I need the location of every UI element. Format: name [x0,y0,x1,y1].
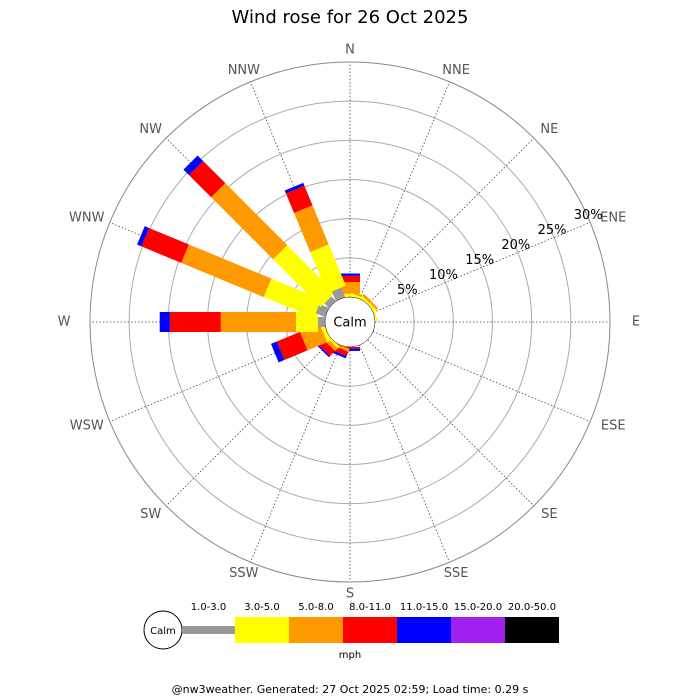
wind-bar-segment [317,317,326,327]
direction-label: NW [139,122,162,137]
legend-swatch [451,617,505,643]
wind-bar-segment [340,282,360,294]
direction-label: NNW [228,63,260,78]
spoke [372,331,591,422]
direction-label: ENE [600,210,626,225]
calm-circle [324,296,376,348]
direction-label: NNE [442,63,470,78]
grid-ring [128,100,572,544]
legend-swatch [235,617,289,643]
wind-bar-segment [340,293,360,297]
direction-label: SE [541,507,557,522]
direction-label: WNW [69,210,105,225]
wind-bar-segment [183,155,204,176]
legend-calm-label: Calm [150,626,176,637]
wind-bar-segment [340,275,360,283]
wind-bar-segment [294,205,329,253]
direction-label: SSW [229,566,259,581]
r-tick-label: 30% [574,208,603,223]
legend-label: 11.0-15.0 [400,602,448,613]
direction-label: ESE [601,419,626,434]
r-tick-label: 15% [465,253,494,268]
legend-label: 15.0-20.0 [454,602,502,613]
wind-bar-segment [159,312,170,332]
legend-unit: mph [339,650,361,661]
wind-bar-segment [273,245,335,307]
wind-bar-segment [211,183,288,260]
wind-bar-segment [369,302,379,322]
direction-label: SW [140,507,161,522]
spoke [372,222,591,313]
wind-bar-segment [340,347,360,349]
legend-swatch [343,617,397,643]
wind-bar-segment [310,244,346,294]
wind-bar-segment [285,185,313,213]
wind-bar-segment [276,331,308,360]
spoke [250,344,341,563]
legend-label: 8.0-11.0 [349,602,391,613]
legend-label: 1.0-3.0 [191,602,226,613]
r-tick-label: 20% [501,238,530,253]
wind-bar-segment [181,244,272,298]
direction-label: NE [540,122,558,137]
wind-bar-segment [137,226,150,247]
wind-bar-segment [340,348,360,351]
wind-bar-segment [169,312,221,332]
spoke [367,137,535,305]
wind-bar-segment [284,182,305,194]
wind-bar-segment [340,273,360,276]
spoke [359,81,450,300]
legend-label: 5.0-8.0 [298,602,333,613]
wind-bar-segment [331,287,346,301]
legend-label: 20.0-50.0 [508,602,556,613]
wind-bar-segment [220,312,297,332]
legend-swatch [289,617,343,643]
spoke [165,339,333,507]
legend-swatch [182,626,235,634]
chart-title: Wind rose for 26 Oct 2025 [232,7,469,28]
wind-bar-segment [315,303,329,318]
legend-swatch [505,617,559,643]
direction-label: N [345,43,355,58]
wind-bar-segment [324,296,336,308]
direction-label: S [346,587,354,602]
wind-bar-segment [319,322,331,343]
legend-label: 3.0-5.0 [244,602,279,613]
wind-bar-segment [263,278,322,318]
wind-bar-segment [188,160,226,198]
footer: @nw3weather. Generated: 27 Oct 2025 02:5… [172,683,529,696]
r-tick-label: 10% [429,268,458,283]
wind-bar-segment [270,341,285,363]
r-tick-label: 5% [397,283,418,298]
spoke [359,344,450,563]
legend-swatch [397,617,451,643]
calm-label: Calm [333,316,366,331]
wind-bar-segment [362,293,379,310]
bars [137,155,379,363]
direction-label: E [632,315,640,330]
direction-label: SSE [444,566,469,581]
direction-label: WSW [70,419,104,434]
wind-bar-segment [141,227,189,263]
spoke [367,339,535,507]
r-tick-label: 25% [538,223,567,238]
direction-label: W [58,315,71,330]
